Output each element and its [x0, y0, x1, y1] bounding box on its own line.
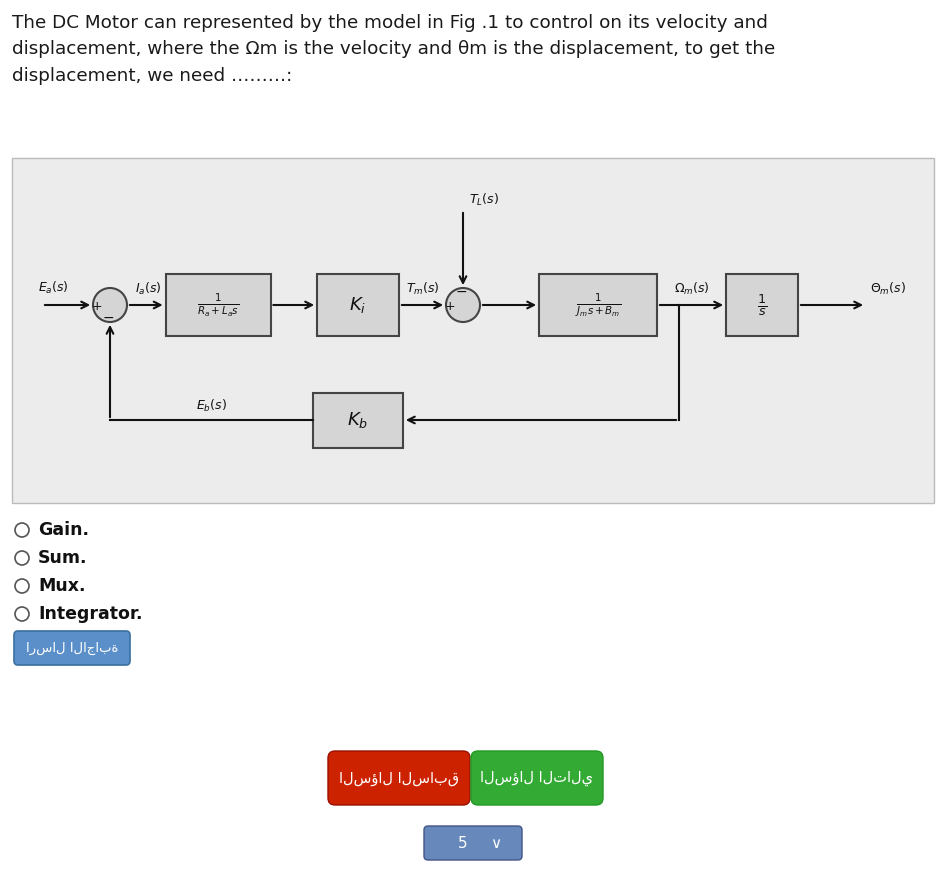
Text: $K_i$: $K_i$	[349, 295, 367, 315]
Bar	[12, 158, 934, 503]
Text: $\frac{1}{s}$: $\frac{1}{s}$	[757, 292, 767, 318]
FancyBboxPatch shape	[539, 274, 657, 336]
FancyBboxPatch shape	[14, 631, 130, 665]
Text: السؤال التالي: السؤال التالي	[481, 770, 593, 786]
Text: Integrator.: Integrator.	[38, 605, 143, 623]
Text: $K_b$: $K_b$	[347, 410, 368, 430]
FancyBboxPatch shape	[424, 826, 522, 860]
Text: ارسال الاجابة: ارسال الاجابة	[26, 641, 118, 654]
FancyBboxPatch shape	[166, 274, 270, 336]
Text: +: +	[91, 300, 102, 314]
Text: +: +	[445, 300, 455, 314]
Circle shape	[15, 579, 29, 593]
Text: $E_a(s)$: $E_a(s)$	[38, 280, 69, 296]
FancyBboxPatch shape	[471, 751, 603, 805]
Text: $\frac{1}{R_a+L_as}$: $\frac{1}{R_a+L_as}$	[197, 292, 239, 319]
Text: The DC Motor can represented by the model in Fig .1 to control on its velocity a: The DC Motor can represented by the mode…	[12, 14, 775, 85]
Text: Mux.: Mux.	[38, 577, 86, 595]
FancyBboxPatch shape	[726, 274, 798, 336]
Text: Sum.: Sum.	[38, 549, 88, 567]
Circle shape	[93, 288, 127, 322]
Text: Gain.: Gain.	[38, 521, 89, 539]
Text: −: −	[102, 311, 114, 325]
Text: −: −	[455, 285, 466, 299]
Text: $\frac{1}{J_ms+B_m}$: $\frac{1}{J_ms+B_m}$	[575, 292, 621, 319]
FancyBboxPatch shape	[313, 392, 403, 448]
Text: $\Theta_m(s)$: $\Theta_m(s)$	[870, 281, 906, 297]
Text: السؤال السابق: السؤال السابق	[339, 771, 459, 786]
Text: $T_L(s)$: $T_L(s)$	[469, 192, 499, 208]
Circle shape	[15, 607, 29, 621]
Text: $\Omega_m(s)$: $\Omega_m(s)$	[674, 281, 709, 297]
Circle shape	[15, 523, 29, 537]
Text: 5: 5	[457, 836, 467, 851]
Text: ∨: ∨	[490, 836, 501, 851]
FancyBboxPatch shape	[328, 751, 470, 805]
Circle shape	[446, 288, 480, 322]
Text: $T_m(s)$: $T_m(s)$	[406, 281, 440, 297]
Circle shape	[15, 551, 29, 565]
Text: $E_b(s)$: $E_b(s)$	[196, 398, 227, 414]
FancyBboxPatch shape	[317, 274, 399, 336]
Text: $I_a(s)$: $I_a(s)$	[135, 281, 162, 297]
